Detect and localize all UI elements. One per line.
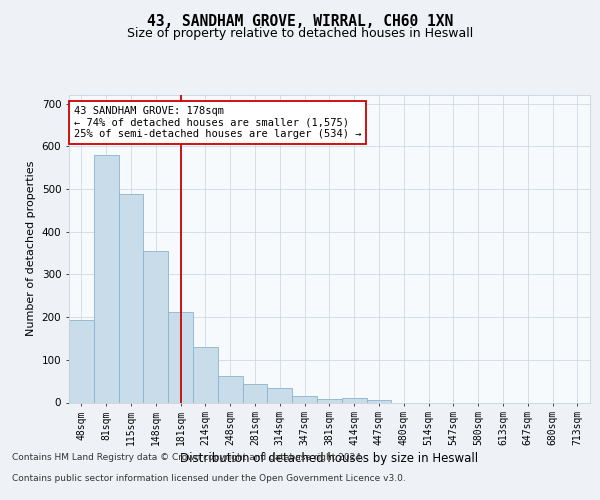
Bar: [143, 251, 168, 402]
Text: Contains HM Land Registry data © Crown copyright and database right 2024.: Contains HM Land Registry data © Crown c…: [12, 452, 364, 462]
Bar: [168, 312, 193, 402]
Bar: [193, 347, 218, 403]
Bar: [119, 194, 143, 402]
Bar: [268, 388, 292, 402]
Bar: [367, 400, 391, 402]
Text: Contains public sector information licensed under the Open Government Licence v3: Contains public sector information licen…: [12, 474, 406, 483]
Bar: [317, 398, 342, 402]
Text: Size of property relative to detached houses in Heswall: Size of property relative to detached ho…: [127, 28, 473, 40]
Bar: [69, 320, 94, 402]
Bar: [342, 398, 367, 402]
Text: 43, SANDHAM GROVE, WIRRAL, CH60 1XN: 43, SANDHAM GROVE, WIRRAL, CH60 1XN: [147, 14, 453, 29]
Bar: [242, 384, 268, 402]
Text: 43 SANDHAM GROVE: 178sqm
← 74% of detached houses are smaller (1,575)
25% of sem: 43 SANDHAM GROVE: 178sqm ← 74% of detach…: [74, 106, 361, 139]
Bar: [292, 396, 317, 402]
Y-axis label: Number of detached properties: Number of detached properties: [26, 161, 36, 336]
Bar: [94, 155, 119, 402]
X-axis label: Distribution of detached houses by size in Heswall: Distribution of detached houses by size …: [181, 452, 478, 466]
Bar: [218, 376, 242, 402]
